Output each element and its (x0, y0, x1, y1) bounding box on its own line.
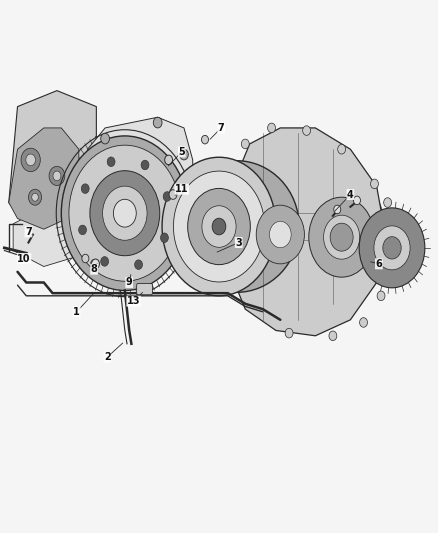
Circle shape (383, 237, 401, 259)
Circle shape (91, 260, 98, 268)
Text: 6: 6 (375, 259, 382, 269)
Circle shape (187, 189, 251, 265)
Circle shape (285, 328, 293, 338)
Circle shape (61, 136, 188, 290)
Circle shape (241, 139, 249, 149)
Circle shape (353, 196, 360, 205)
Circle shape (338, 144, 346, 154)
Ellipse shape (174, 161, 299, 293)
Circle shape (163, 192, 171, 201)
Circle shape (377, 291, 385, 301)
Circle shape (329, 331, 337, 341)
Circle shape (49, 166, 65, 185)
Circle shape (173, 171, 265, 282)
Polygon shape (88, 117, 193, 266)
Text: 4: 4 (347, 190, 354, 199)
Circle shape (81, 184, 89, 193)
Circle shape (202, 206, 236, 247)
Text: 8: 8 (91, 264, 98, 274)
Circle shape (268, 123, 276, 133)
Polygon shape (13, 208, 79, 266)
Circle shape (113, 199, 136, 227)
Text: 7: 7 (25, 227, 32, 237)
Circle shape (256, 205, 304, 264)
Circle shape (330, 223, 353, 251)
Polygon shape (9, 128, 79, 229)
Circle shape (21, 148, 40, 172)
Text: 9: 9 (126, 278, 133, 287)
Circle shape (82, 254, 89, 263)
Circle shape (309, 197, 374, 277)
Circle shape (134, 260, 142, 270)
Text: 5: 5 (178, 147, 185, 157)
Circle shape (90, 171, 160, 256)
Circle shape (360, 318, 367, 327)
Circle shape (32, 193, 38, 201)
Circle shape (101, 256, 109, 266)
Circle shape (141, 160, 149, 170)
Circle shape (160, 233, 168, 243)
Circle shape (303, 126, 311, 135)
Circle shape (165, 155, 173, 165)
Polygon shape (228, 128, 385, 336)
Circle shape (53, 171, 61, 181)
Text: 11: 11 (175, 184, 188, 194)
Circle shape (333, 227, 350, 247)
Circle shape (69, 145, 181, 281)
Circle shape (334, 205, 341, 214)
Circle shape (374, 226, 410, 270)
Text: 3: 3 (235, 238, 242, 247)
Text: 10: 10 (18, 254, 31, 263)
Circle shape (180, 149, 188, 160)
Circle shape (201, 135, 208, 144)
Circle shape (371, 179, 378, 189)
FancyBboxPatch shape (137, 284, 152, 295)
Text: 7: 7 (218, 123, 225, 133)
Text: 13: 13 (127, 296, 140, 306)
Polygon shape (9, 91, 96, 224)
Circle shape (107, 157, 115, 166)
Circle shape (269, 221, 291, 248)
Circle shape (384, 198, 392, 207)
Circle shape (324, 215, 360, 259)
Circle shape (212, 218, 226, 235)
Circle shape (359, 208, 425, 288)
Circle shape (169, 190, 177, 199)
Circle shape (101, 133, 110, 144)
Text: 1: 1 (73, 307, 80, 317)
Circle shape (28, 189, 42, 205)
Circle shape (153, 117, 162, 128)
Circle shape (92, 259, 99, 269)
Circle shape (102, 186, 147, 240)
Circle shape (162, 157, 276, 296)
Circle shape (26, 154, 35, 166)
Text: 2: 2 (104, 352, 111, 362)
Circle shape (78, 225, 86, 235)
